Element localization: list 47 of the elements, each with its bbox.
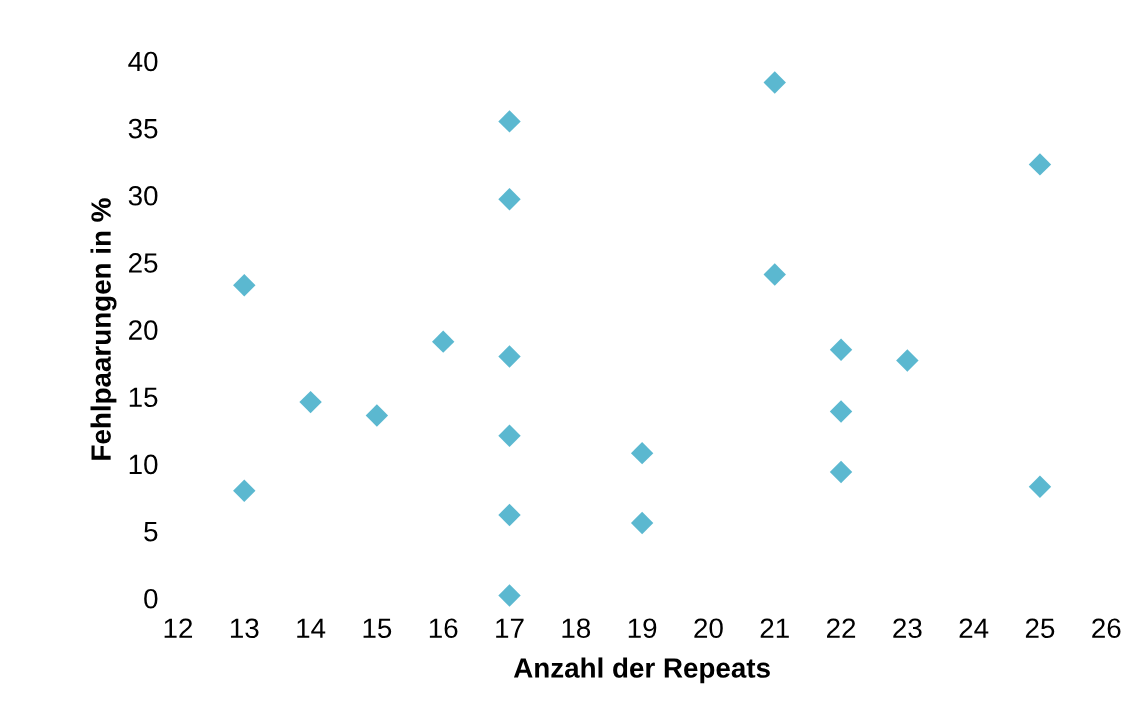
y-axis-title: Fehlpaarungen in % bbox=[90, 198, 117, 460]
y-tick-label: 30 bbox=[128, 185, 158, 206]
point bbox=[896, 349, 919, 372]
point bbox=[1028, 153, 1052, 176]
y-tick-label: 15 bbox=[129, 387, 158, 408]
point bbox=[630, 441, 654, 465]
y-tick-label: 5 bbox=[144, 522, 158, 542]
x-tick-label: 12 bbox=[164, 618, 193, 638]
point bbox=[829, 400, 853, 423]
x-tick-label: 15 bbox=[363, 618, 392, 639]
x-tick-label: 14 bbox=[297, 618, 326, 638]
point bbox=[498, 345, 521, 368]
y-tick-label: 20 bbox=[129, 320, 158, 340]
x-tick-label: 19 bbox=[628, 618, 657, 639]
point bbox=[233, 274, 256, 297]
point bbox=[299, 390, 322, 414]
x-tick-label: 25 bbox=[1025, 618, 1055, 639]
x-axis-title: Anzahl der Repeats bbox=[513, 657, 770, 684]
x-tick-label: 21 bbox=[760, 618, 789, 638]
point bbox=[829, 338, 853, 361]
y-tick-label: 25 bbox=[129, 253, 158, 273]
x-tick-label: 23 bbox=[893, 618, 922, 639]
point bbox=[498, 584, 521, 607]
x-tick-label: 17 bbox=[496, 618, 524, 638]
x-tick-label: 26 bbox=[1092, 618, 1121, 639]
point bbox=[829, 460, 853, 484]
x-tick-label: 16 bbox=[429, 618, 458, 639]
point bbox=[763, 263, 786, 286]
point bbox=[365, 404, 389, 427]
x-tick-label: 13 bbox=[230, 618, 259, 639]
x-tick-label: 20 bbox=[694, 618, 723, 639]
point bbox=[630, 511, 654, 535]
point bbox=[498, 110, 521, 133]
x-tick-label: 18 bbox=[562, 618, 591, 639]
y-tick-label: 10 bbox=[129, 454, 158, 475]
y-tick-label: 40 bbox=[128, 51, 158, 72]
point bbox=[498, 424, 521, 447]
point bbox=[1028, 475, 1052, 498]
point bbox=[432, 330, 455, 353]
y-tick-label: 0 bbox=[144, 588, 158, 609]
y-tick-label: 35 bbox=[128, 118, 158, 139]
point bbox=[498, 188, 521, 211]
point bbox=[233, 479, 256, 502]
point bbox=[763, 71, 786, 94]
x-tick-label: 22 bbox=[826, 618, 856, 638]
x-tick-label: 24 bbox=[959, 618, 989, 638]
point bbox=[498, 503, 521, 527]
